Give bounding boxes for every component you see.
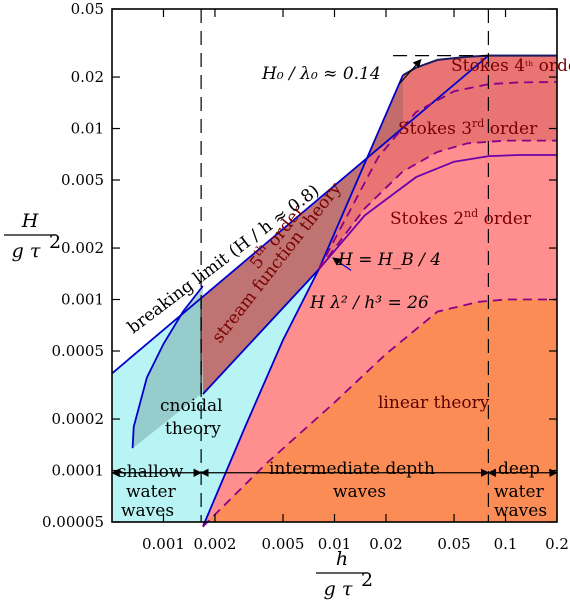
y-tick-label-8: 0.02 [71, 68, 104, 86]
shallow-label-3: waves [121, 501, 174, 521]
stream-function-region [201, 75, 403, 395]
shallow-label-1: shallow [118, 462, 184, 482]
y-tick-label-9: 0.05 [71, 0, 104, 18]
stokes-higher-region [318, 55, 557, 270]
stokes-4-top-line [402, 54, 557, 77]
y-tick-label-2: 0.0002 [52, 410, 105, 428]
y-tick-label-3: 0.0005 [52, 342, 105, 360]
h-hb-arrow [332, 257, 352, 271]
y-axis-title-numerator: H [21, 210, 39, 232]
x-axis-title-denominator: g τ [324, 578, 353, 600]
stokes-4th-label: Stokes 4th order [451, 56, 570, 76]
y-tick-label-0: 0.00005 [42, 513, 104, 531]
stokes-2nd-label: Stokes 2nd order [390, 207, 532, 229]
cnoidal-overlap-region [132, 286, 203, 449]
cnoidal-limit-line [131, 285, 204, 449]
y-tick-label-5: 0.002 [61, 239, 104, 257]
y-axis-title-denominator: g τ [12, 240, 41, 262]
stokes-3rd-label: Stokes 3rd order [398, 117, 538, 139]
h-hb-line [318, 154, 557, 270]
x-axis-title-numerator: h [336, 548, 348, 570]
x-tick-label-7: 0.2 [545, 535, 569, 553]
x-axis-title-exponent: 2 [361, 569, 373, 591]
y-tick-label-6: 0.005 [61, 171, 104, 189]
y-tick-label-1: 0.0001 [52, 462, 105, 480]
stokes-3-4-line [318, 81, 558, 270]
x-tick-label-4: 0.02 [369, 535, 402, 553]
y-axis-title-exponent: 2 [49, 231, 61, 253]
deep-label-1: deep [498, 459, 540, 479]
linear-theory-label: linear theory [378, 393, 490, 413]
steepness-label: H₀ / λ₀ ≈ 0.14 [261, 64, 381, 84]
cnoidal-label-2: theory [165, 419, 221, 439]
intermediate-label-1: intermediate depth [269, 459, 435, 479]
intermediate-label-2: waves [333, 482, 386, 502]
cnoidal-label-1: cnoidal [160, 396, 223, 416]
x-tick-label-0: 0.001 [142, 535, 185, 553]
deep-label-3: waves [494, 501, 547, 521]
y-tick-label-4: 0.001 [61, 291, 104, 309]
linear-boundary-line [202, 298, 557, 528]
y-tick-label-7: 0.01 [71, 120, 104, 138]
x-tick-label-3: 0.01 [318, 535, 351, 553]
shallow-label-2: water [126, 482, 177, 502]
x-tick-label-2: 0.005 [262, 535, 305, 553]
h-hb-label: H = H_B / 4 [337, 250, 441, 270]
steepness-arrow [399, 58, 422, 85]
ursell-label: H λ² / h³ = 26 [309, 293, 429, 313]
x-tick-label-1: 0.002 [193, 535, 236, 553]
stokes-2-3-line [318, 139, 557, 270]
x-tick-label-5: 0.05 [437, 535, 470, 553]
x-tick-label-6: 0.1 [494, 535, 518, 553]
deep-label-2: water [494, 482, 545, 502]
